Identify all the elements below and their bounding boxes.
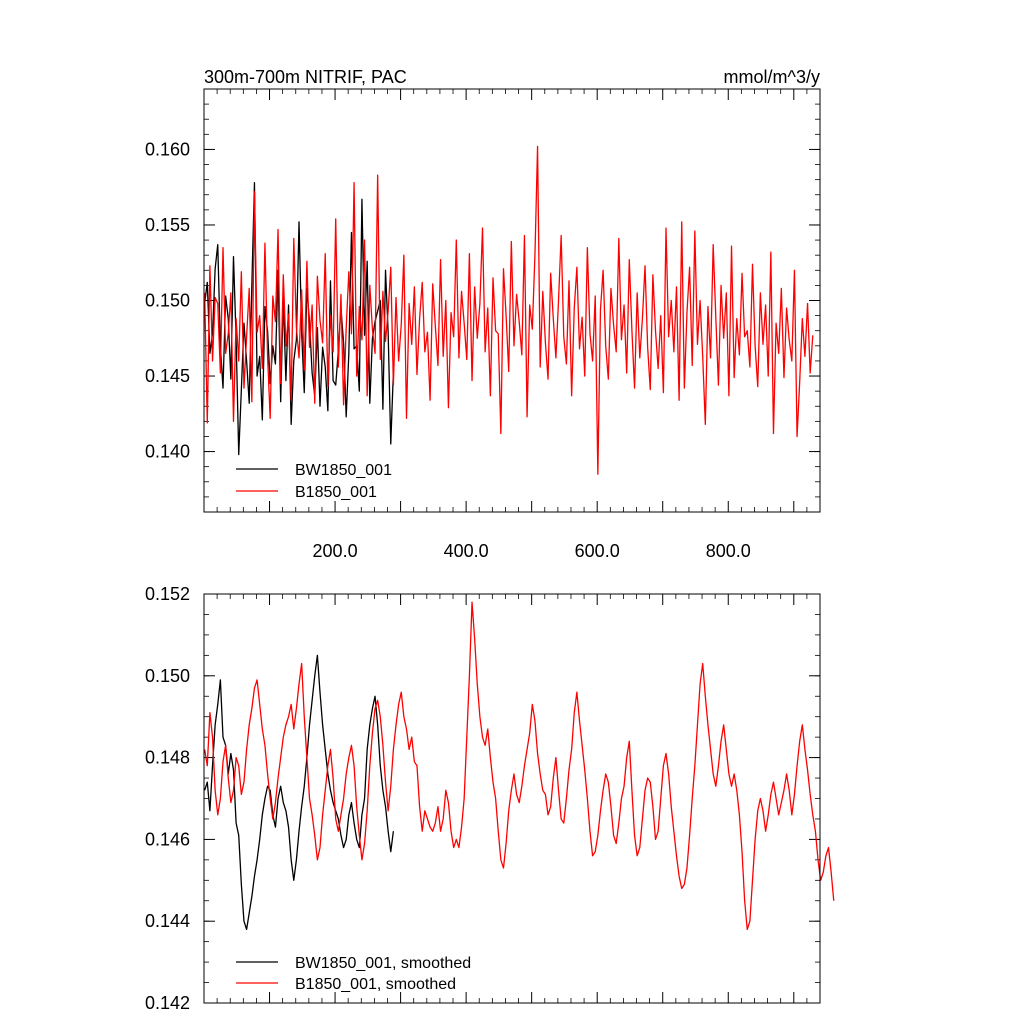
series-lines (204, 145, 814, 475)
tick-labels: 0.142 0.144 0.146 0.148 0.150 0.152 (145, 584, 190, 1013)
series-lines (204, 601, 835, 931)
y-tick-label: 0.152 (145, 584, 190, 604)
y-tick-label: 0.155 (145, 215, 190, 235)
y-tick-label: 0.146 (145, 829, 190, 849)
x-tick-label: 800.0 (706, 541, 751, 561)
axis-ticks (204, 88, 820, 513)
y-tick-label: 0.150 (145, 291, 190, 311)
x-tick-label: 600.0 (575, 541, 620, 561)
bottom-chart: 0.142 0.144 0.146 0.148 0.150 0.152 BW1850_00… (145, 584, 835, 1013)
chart-title: 300m-700m NITRIF, PAC (204, 67, 407, 87)
y-tick-label: 0.145 (145, 366, 190, 386)
axis-ticks (204, 593, 820, 1004)
units-label: mmol/m^3/y (724, 67, 820, 87)
legend-label-b1850: B1850_001 (295, 484, 377, 501)
x-tick-label: 200.0 (313, 541, 358, 561)
legend-label-bw1850: BW1850_001 (295, 462, 392, 479)
plot-frame (203, 593, 821, 1004)
x-tick-label: 400.0 (444, 541, 489, 561)
series-line-bw1850 (204, 654, 395, 931)
y-tick-label: 0.142 (145, 993, 190, 1013)
y-tick-label: 0.160 (145, 139, 190, 159)
legend-label-b1850-smoothed: B1850_001, smoothed (295, 976, 456, 993)
y-tick-label: 0.140 (145, 442, 190, 462)
tick-labels: 0.140 0.145 0.150 0.155 0.160 200.0 400.0 600.0… (145, 139, 751, 561)
legend: BW1850_001, smoothed B1850_001, smoothed (236, 955, 471, 993)
legend-label-bw1850-smoothed: BW1850_001, smoothed (295, 955, 471, 972)
series-line-b1850 (204, 601, 835, 931)
plot-frame (203, 88, 821, 513)
series-line-b1850 (204, 145, 814, 475)
top-chart: 300m-700m NITRIF, PAC mmol/m^3/y 0.1400.… (145, 67, 821, 561)
y-tick-label: 0.150 (145, 666, 190, 686)
legend: BW1850_001 B1850_001 (236, 462, 392, 501)
y-tick-label: 0.148 (145, 748, 190, 768)
y-tick-label: 0.144 (145, 911, 190, 931)
